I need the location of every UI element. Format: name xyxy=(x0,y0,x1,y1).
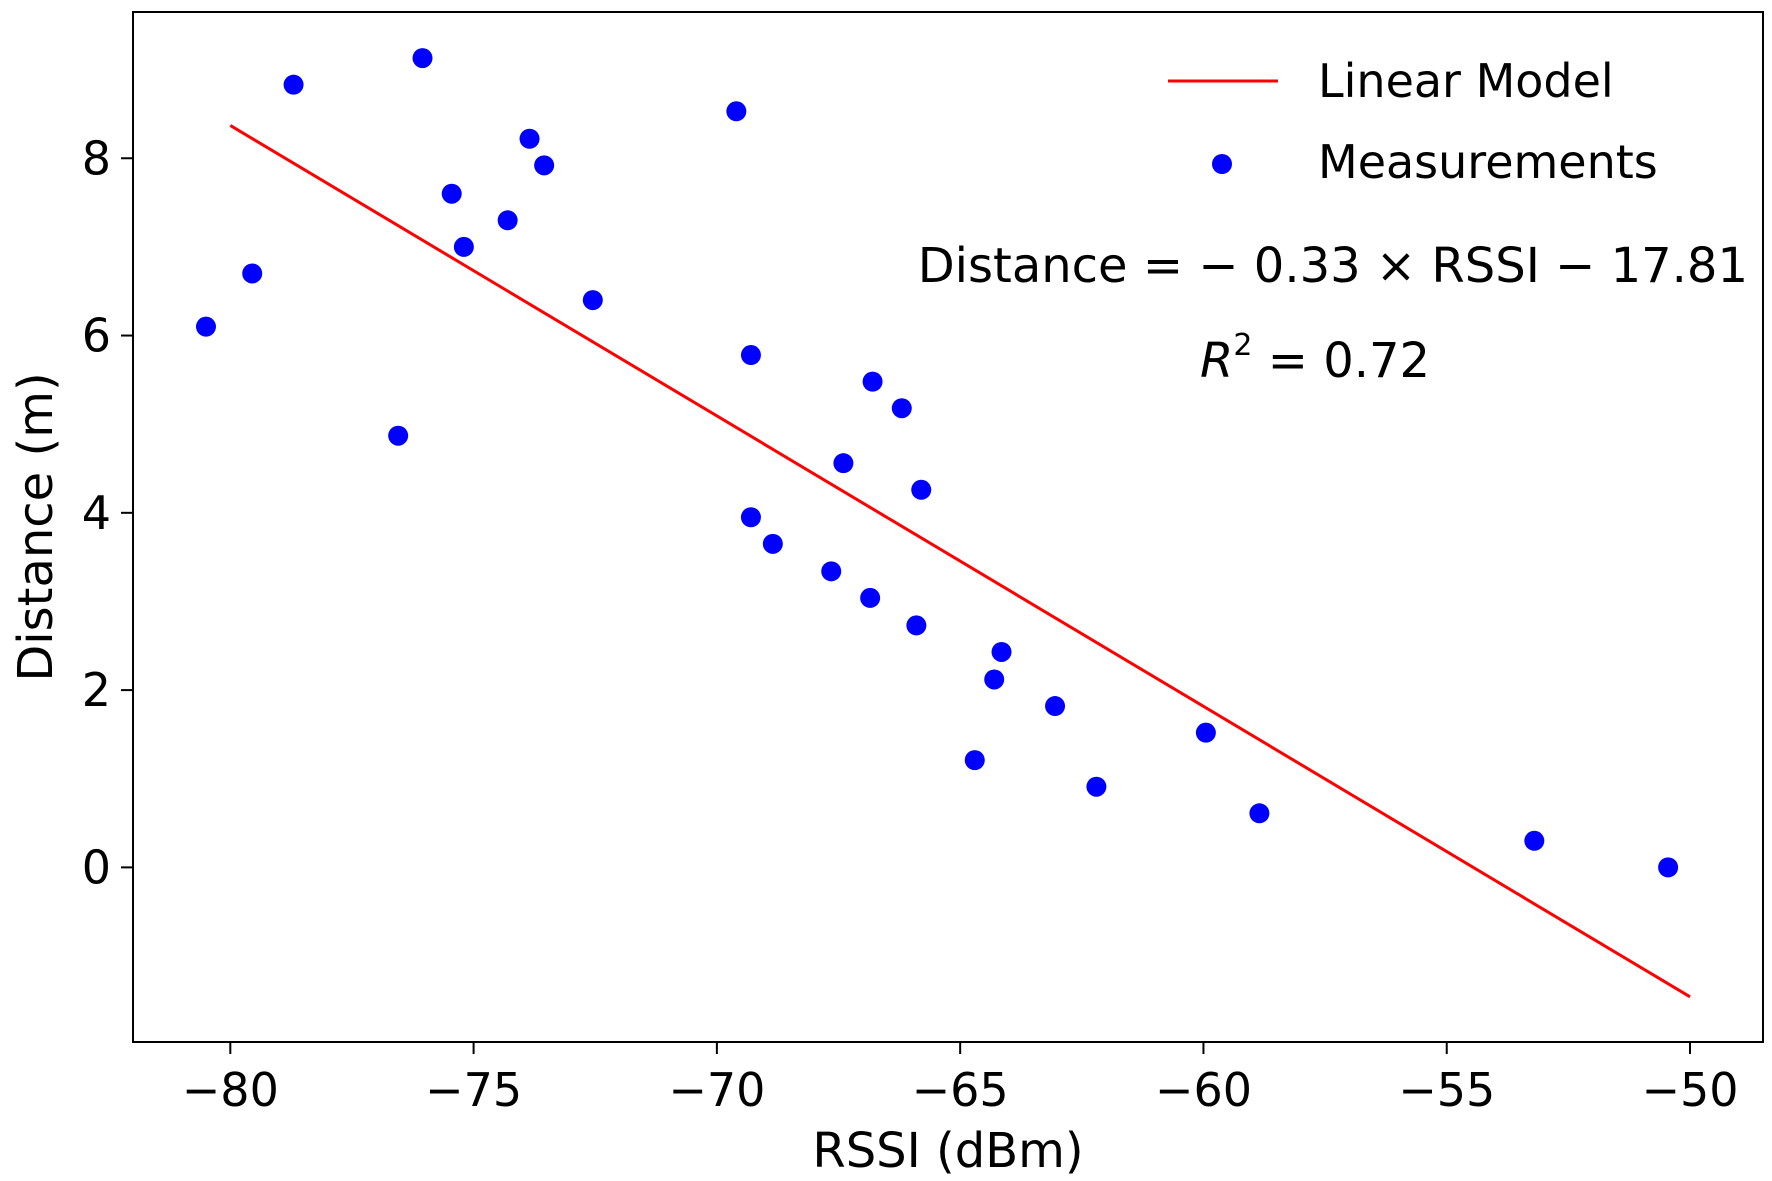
measurement-point xyxy=(1045,696,1066,717)
measurement-point xyxy=(1524,830,1545,851)
measurement-point xyxy=(519,128,540,149)
measurement-point xyxy=(283,74,304,95)
x-tick-label: −60 xyxy=(1155,1063,1252,1117)
x-tick-label: −50 xyxy=(1641,1063,1738,1117)
y-tick-label: 0 xyxy=(82,840,111,894)
measurement-point xyxy=(891,398,912,419)
measurement-point xyxy=(582,290,603,311)
measurement-points-layer xyxy=(195,48,1679,878)
r-squared-symbol: R xyxy=(1200,333,1233,389)
legend-marker-swatch xyxy=(1212,154,1232,174)
measurement-point xyxy=(833,453,854,474)
measurement-point xyxy=(1658,857,1679,878)
measurement-point xyxy=(964,750,985,771)
measurement-point xyxy=(453,236,474,257)
measurement-point xyxy=(1195,722,1216,743)
measurement-point xyxy=(911,479,932,500)
r-squared-exponent: 2 xyxy=(1233,328,1252,363)
plot-area-frame xyxy=(132,11,1764,1043)
measurement-point xyxy=(242,263,263,284)
measurement-point xyxy=(860,587,881,608)
linear-model-layer xyxy=(229,124,1691,999)
y-tick-label: 8 xyxy=(82,131,111,185)
linear-model-line xyxy=(229,124,1691,999)
x-tick-label: −70 xyxy=(668,1063,765,1117)
measurement-point xyxy=(821,561,842,582)
measurement-point xyxy=(1249,803,1270,824)
r-squared-annotation: R2 = 0.72 xyxy=(1200,328,1430,389)
measurement-point xyxy=(740,345,761,366)
measurement-point xyxy=(534,155,555,176)
measurement-point xyxy=(984,669,1005,690)
measurement-point xyxy=(906,615,927,636)
legend-label-measurements: Measurements xyxy=(1318,135,1658,189)
y-tick-label: 6 xyxy=(82,309,111,363)
measurement-point xyxy=(497,210,518,231)
measurement-point xyxy=(740,507,761,528)
measurement-point xyxy=(195,316,216,337)
measurement-point xyxy=(991,641,1012,662)
equation-annotation: Distance = − 0.33 × RSSI − 17.81 xyxy=(918,238,1748,294)
x-tick-label: −65 xyxy=(912,1063,1009,1117)
legend-label-linear-model: Linear Model xyxy=(1318,54,1614,108)
x-axis-title: RSSI (dBm) xyxy=(812,1123,1083,1179)
measurement-point xyxy=(441,183,462,204)
x-tick-label: −75 xyxy=(425,1063,522,1117)
r-squared-value: = 0.72 xyxy=(1252,333,1430,389)
x-tick-label: −80 xyxy=(182,1063,279,1117)
measurement-point xyxy=(388,425,409,446)
y-axis-ticks: 0 2 4 6 8 xyxy=(82,131,133,894)
measurement-point xyxy=(762,533,783,554)
measurement-point xyxy=(726,101,747,122)
x-axis-ticks: −80 −75 −70 −65 −60 −55 −50 xyxy=(182,1042,1739,1117)
measurement-point xyxy=(1086,776,1107,797)
measurement-point xyxy=(412,48,433,69)
legend: Linear Model Measurements xyxy=(1168,54,1658,189)
y-tick-label: 4 xyxy=(82,486,111,540)
x-tick-label: −55 xyxy=(1398,1063,1495,1117)
y-tick-label: 2 xyxy=(82,663,111,717)
y-axis-title: Distance (m) xyxy=(8,372,64,681)
measurement-point xyxy=(862,371,883,392)
